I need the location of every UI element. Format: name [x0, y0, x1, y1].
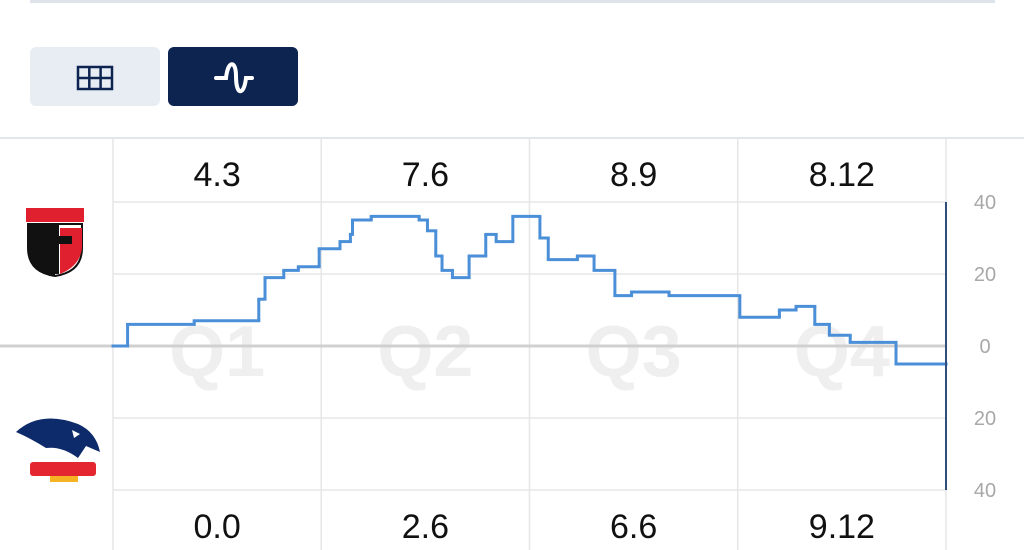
y-tick-label: 20: [974, 408, 996, 430]
top-bar: [30, 0, 995, 3]
worm-icon: [214, 62, 254, 94]
y-tick-label: 20: [974, 264, 996, 286]
adelaide-logo: [16, 418, 100, 482]
quarter-label: Q2: [377, 312, 473, 392]
home-score: 8.12: [809, 156, 875, 194]
y-tick-label: 0: [979, 336, 990, 358]
away-score: 0.0: [193, 508, 240, 546]
quarter-label: Q3: [586, 312, 682, 392]
button-bg: [30, 47, 160, 106]
stkilda-logo: [26, 208, 84, 278]
grid-icon: [76, 65, 114, 91]
away-score: 6.6: [610, 508, 657, 546]
home-score: 4.3: [193, 156, 240, 194]
home-score: 8.9: [610, 156, 657, 194]
away-score: 2.6: [402, 508, 449, 546]
quarter-label: Q4: [794, 312, 890, 392]
worm-view-button[interactable]: [168, 47, 298, 106]
away-score: 9.12: [809, 508, 875, 546]
button-bg: [168, 47, 298, 106]
home-score: 7.6: [402, 156, 449, 194]
y-tick-label: 40: [974, 480, 996, 502]
table-view-button[interactable]: [30, 47, 160, 106]
y-tick-label: 40: [974, 192, 996, 214]
